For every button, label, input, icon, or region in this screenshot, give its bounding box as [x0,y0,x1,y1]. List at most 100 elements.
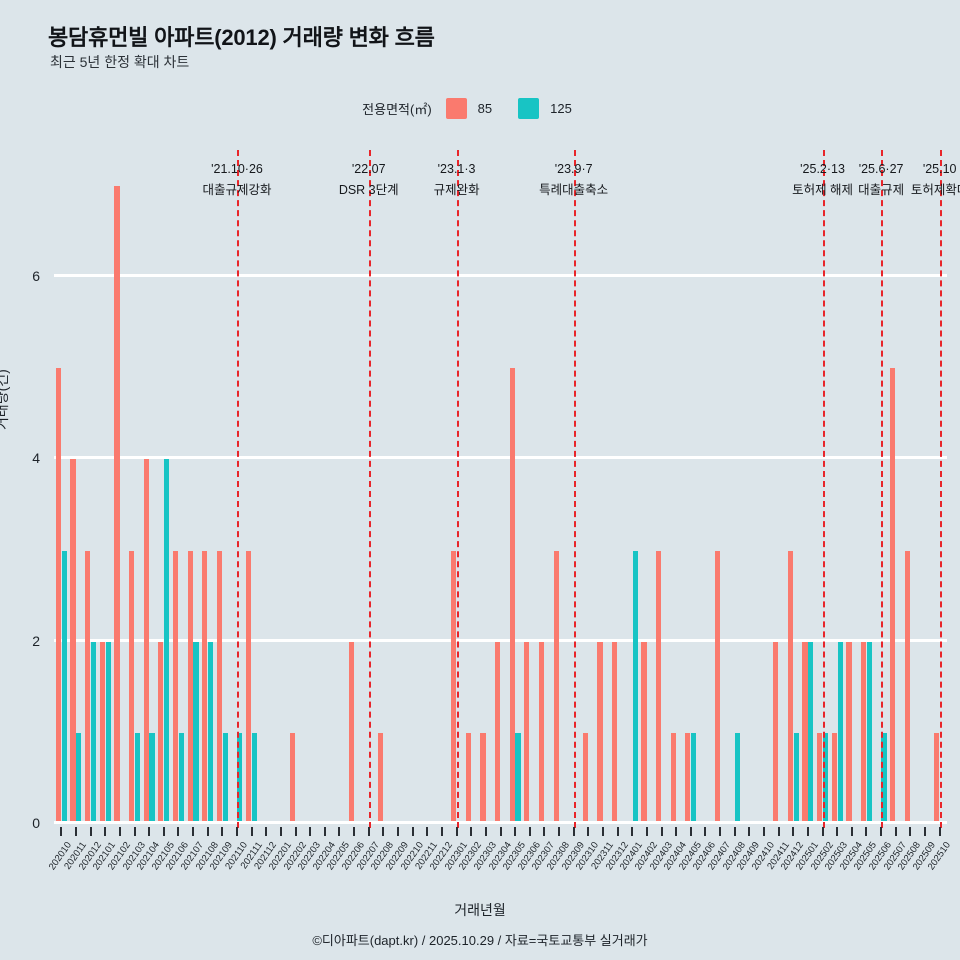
bar-85-202508[interactable] [904,550,911,824]
bar-125-202010[interactable] [61,550,67,824]
bar-125-202110[interactable] [237,732,243,824]
x-tick-202505 [865,827,868,836]
x-tick-202404 [675,827,678,836]
bar-125-202101[interactable] [105,641,111,824]
marker-date-202301: '23.1·3 [437,162,476,176]
bar-85-202305[interactable] [509,368,515,824]
bar-125-202506[interactable] [881,732,887,824]
bar-125-202412[interactable] [793,732,799,824]
plot-area [54,150,947,828]
marker-annotation-202506: '25.6·27 대출규제 [858,162,904,198]
bar-85-202010[interactable] [55,368,61,824]
bar-85-202101[interactable] [99,641,105,824]
bar-125-202104[interactable] [149,732,155,824]
bar-125-202502[interactable] [822,732,829,824]
bar-85-202505[interactable] [860,641,867,824]
bar-85-202111[interactable] [246,550,252,824]
bar-125-202405[interactable] [691,732,697,824]
marker-line-202502 [822,150,825,828]
bar-125-202501[interactable] [808,641,814,824]
bar-85-202510[interactable] [934,732,940,824]
bar-125-202012[interactable] [90,641,97,824]
marker-label-202309: 특례대출축소 [539,183,609,197]
bar-85-202507[interactable] [890,368,896,824]
bar-85-202108[interactable] [202,550,208,824]
bar-85-202310[interactable] [582,732,589,824]
bar-85-202104[interactable] [143,459,149,824]
bar-125-202107[interactable] [193,641,199,824]
x-tick-202212 [440,827,443,836]
bar-125-202111[interactable] [251,732,258,824]
bar-125-202505[interactable] [866,641,872,824]
bar-125-202305[interactable] [515,732,521,824]
y-axis-title: 거래량(건) [0,369,10,430]
x-tick-202012 [89,827,92,836]
x-tick-202102 [118,827,121,836]
bar-85-202501[interactable] [802,641,808,824]
legend-item-85[interactable]: 85 [445,98,492,119]
x-tick-202104 [148,827,151,836]
bar-85-202303[interactable] [480,732,486,824]
bar-125-202109[interactable] [222,732,228,824]
bar-85-202302[interactable] [465,732,471,824]
marker-annotation-202502: '25.2·13 토허제 해제 [792,162,853,198]
marker-date-202207: '22.07 [351,162,386,176]
bar-85-202306[interactable] [524,641,530,824]
marker-date-202510: '25.10 [922,162,957,176]
bar-85-202301[interactable] [451,550,457,824]
x-tick-202408 [733,827,736,836]
bar-125-202106[interactable] [178,732,184,824]
bar-85-202208[interactable] [377,732,384,824]
x-tick-202209 [397,827,400,836]
bar-85-202107[interactable] [187,550,193,824]
bar-85-202304[interactable] [495,641,501,824]
bar-85-202105[interactable] [158,641,164,824]
bar-85-202311[interactable] [597,641,603,824]
x-tick-202211 [426,827,429,836]
x-tick-202502 [821,827,824,836]
legend-item-125[interactable]: 125 [518,98,572,119]
marker-label-202502: 토허제 해제 [792,183,854,197]
footer-credit: ©디아파트(dapt.kr) / 2025.10.29 / 자료=국토교통부 실… [312,933,648,948]
bar-85-202504[interactable] [846,641,852,824]
bar-85-202012[interactable] [85,550,91,824]
bar-85-202503[interactable] [831,732,837,824]
legend-swatch-85 [445,98,467,119]
bar-85-202404[interactable] [670,732,676,824]
bar-85-202109[interactable] [216,550,223,824]
x-tick-202403 [660,827,663,836]
x-tick-202411 [777,827,780,836]
bar-85-202307[interactable] [538,641,545,824]
bar-85-202403[interactable] [656,550,662,824]
legend-title: 전용면적(㎡) [362,102,432,117]
bar-85-202312[interactable] [612,641,618,824]
bar-85-202308[interactable] [553,550,559,824]
bar-85-202106[interactable] [172,550,179,824]
bar-85-202402[interactable] [641,641,647,824]
bar-85-202502[interactable] [817,732,823,824]
bar-85-202405[interactable] [685,732,691,824]
marker-line-202207 [368,150,371,828]
x-tick-202304 [499,827,502,836]
bar-85-202412[interactable] [787,550,793,824]
bar-85-202103[interactable] [129,550,135,824]
marker-label-202301: 규제완화 [433,183,480,197]
bar-85-202102[interactable] [114,186,120,824]
x-tick-202208 [382,827,385,836]
gridline-4 [54,456,947,460]
bar-85-202411[interactable] [773,641,779,824]
bar-85-202407[interactable] [714,550,720,824]
bar-85-202202[interactable] [290,732,296,824]
bar-125-202108[interactable] [208,641,214,824]
page-title: 봉담휴먼빌 아파트(2012) 거래량 변화 흐름 [48,25,435,50]
bar-125-202105[interactable] [164,459,170,824]
bar-125-202011[interactable] [76,732,82,824]
bar-85-202011[interactable] [70,459,76,824]
bar-125-202401[interactable] [632,550,638,824]
bar-125-202103[interactable] [134,732,140,824]
bar-85-202206[interactable] [348,641,354,824]
x-tick-202201 [279,827,282,836]
bar-125-202408[interactable] [735,732,741,824]
bar-125-202503[interactable] [837,641,843,824]
gridline-2 [54,638,947,642]
